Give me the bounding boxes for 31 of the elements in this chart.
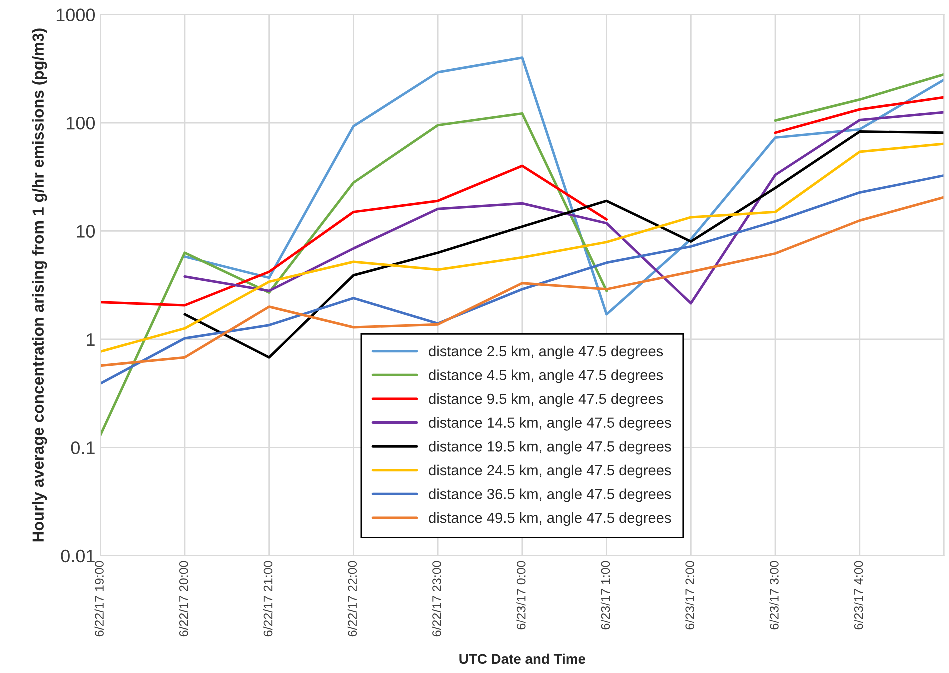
legend-label: distance 2.5 km, angle 47.5 degrees bbox=[429, 346, 664, 360]
y-tick-label: 10 bbox=[77, 225, 96, 238]
x-tick-label: 6/23/17 0:00 bbox=[516, 561, 526, 630]
x-tick-label: 6/22/17 20:00 bbox=[179, 561, 188, 637]
line-series bbox=[184, 130, 944, 359]
line-series bbox=[184, 111, 944, 305]
line-series bbox=[100, 174, 944, 385]
line-series bbox=[100, 196, 944, 368]
x-tick-label: 6/23/17 4:00 bbox=[854, 561, 864, 630]
x-axis-title: UTC Date and Time bbox=[460, 654, 586, 664]
legend-label: distance 4.5 km, angle 47.5 degrees bbox=[429, 370, 664, 384]
x-tick-label: 6/23/17 2:00 bbox=[685, 561, 695, 630]
y-tick-label: 1 bbox=[87, 334, 95, 346]
legend-label: distance 49.5 km, angle 47.5 degrees bbox=[429, 512, 672, 526]
x-tick-label: 6/22/17 19:00 bbox=[94, 561, 104, 637]
legend-label: distance 36.5 km, angle 47.5 degrees bbox=[429, 488, 672, 502]
legend-label: distance 19.5 km, angle 47.5 degrees bbox=[429, 441, 672, 455]
x-tick-label: 6/22/17 21:00 bbox=[264, 561, 273, 637]
x-tick-label: 6/22/17 22:00 bbox=[348, 561, 358, 637]
line-series bbox=[184, 56, 944, 316]
x-tick-label: 6/23/17 1:00 bbox=[600, 561, 610, 630]
y-tick-label: 1000 bbox=[56, 8, 96, 22]
legend-label: distance 9.5 km, angle 47.5 degrees bbox=[429, 394, 664, 408]
legend-label: distance 24.5 km, angle 47.5 degrees bbox=[429, 464, 672, 479]
y-axis-title: Hourly average concentration arising from 1 g/hr emissions (pg/m3) bbox=[32, 28, 48, 542]
y-tick-label: 0.01 bbox=[61, 550, 95, 563]
y-tick-label: 0.1 bbox=[71, 442, 95, 454]
y-tick-label: 100 bbox=[66, 116, 96, 130]
legend-label: distance 14.5 km, angle 47.5 degrees bbox=[429, 417, 672, 431]
x-tick-label: 6/22/17 23:00 bbox=[432, 561, 442, 637]
x-tick-label: 6/23/17 3:00 bbox=[770, 561, 779, 630]
